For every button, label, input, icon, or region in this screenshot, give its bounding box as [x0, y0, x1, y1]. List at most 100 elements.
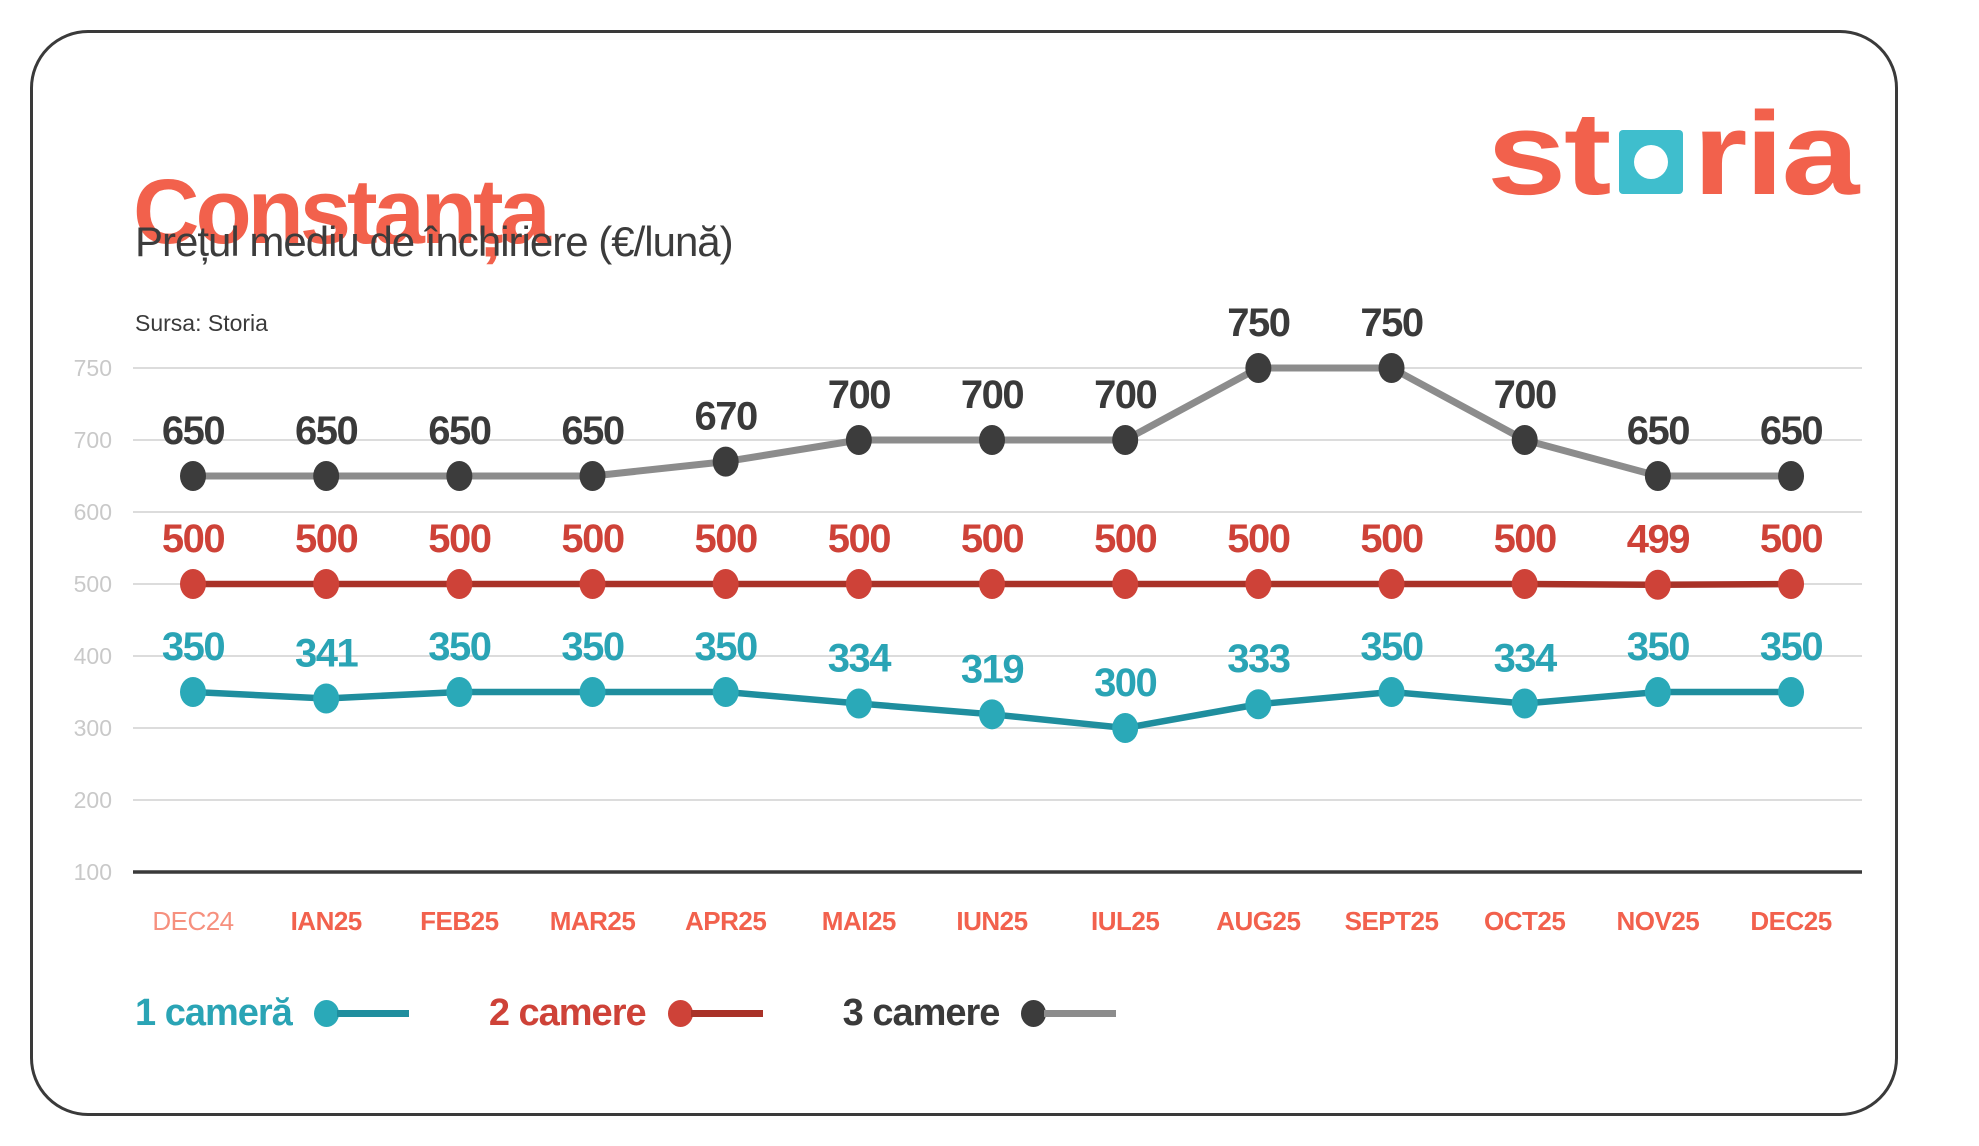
y-tick-label: 200 — [74, 787, 112, 813]
x-tick-label: DEC24 — [152, 906, 233, 936]
data-point-2-camere — [1511, 569, 1538, 599]
value-label-1-camera: 350 — [695, 625, 757, 669]
x-tick-label: IUN25 — [956, 906, 1027, 936]
value-label-1-camera: 333 — [1227, 637, 1289, 681]
x-tick-label: IUL25 — [1091, 906, 1159, 936]
legend-line-icon — [336, 1010, 409, 1017]
value-label-2-camere: 500 — [1494, 517, 1556, 561]
data-point-1-camera — [1112, 713, 1139, 743]
x-tick-label: SEPT25 — [1345, 906, 1439, 936]
value-label-1-camera: 350 — [162, 625, 224, 669]
data-point-1-camera — [446, 677, 473, 707]
data-point-2-camere — [845, 569, 872, 599]
logo-o-dot-icon — [1634, 145, 1668, 179]
data-point-3-camere — [1378, 353, 1405, 383]
value-label-3-camere: 750 — [1227, 301, 1289, 345]
legend-item-2-camere: 2 camere — [489, 992, 763, 1035]
x-tick-label: NOV25 — [1616, 906, 1699, 936]
data-point-3-camere — [579, 461, 606, 491]
data-point-3-camere — [1778, 461, 1805, 491]
data-point-3-camere — [845, 425, 872, 455]
data-point-2-camere — [712, 569, 739, 599]
legend-line-icon — [1044, 1010, 1117, 1017]
value-label-1-camera: 350 — [428, 625, 490, 669]
y-tick-label: 500 — [74, 571, 112, 597]
data-point-1-camera — [979, 699, 1006, 730]
y-tick-label: 750 — [74, 355, 112, 381]
data-point-3-camere — [979, 425, 1006, 455]
data-point-2-camere — [1778, 569, 1805, 599]
data-point-3-camere — [180, 461, 206, 491]
value-label-3-camere: 650 — [561, 409, 623, 453]
value-label-1-camera: 341 — [295, 631, 358, 675]
data-point-2-camere — [1245, 569, 1272, 599]
source-label: Sursa: Storia — [135, 310, 268, 336]
value-label-3-camere: 650 — [162, 409, 224, 453]
data-point-3-camere — [712, 446, 739, 477]
data-point-3-camere — [1644, 461, 1671, 491]
value-label-3-camere: 650 — [428, 409, 490, 453]
data-point-1-camera — [1778, 677, 1805, 707]
page-title: Constanța — [133, 160, 551, 263]
value-label-3-camere: 650 — [1627, 409, 1689, 453]
data-point-2-camere — [1112, 569, 1139, 599]
data-point-2-camere — [579, 569, 606, 599]
storia-logo-graphic: st ria — [1487, 88, 1863, 220]
value-label-3-camere: 750 — [1360, 301, 1422, 345]
value-label-3-camere: 670 — [695, 395, 757, 439]
data-point-1-camera — [313, 683, 340, 714]
x-tick-label: FEB25 — [420, 906, 498, 936]
value-label-3-camere: 650 — [1760, 409, 1822, 453]
data-point-1-camera — [579, 677, 606, 707]
value-label-2-camere: 500 — [1227, 517, 1289, 561]
infographic-card — [30, 30, 1898, 1116]
legend-marker-icon-1-camera — [313, 1000, 409, 1027]
value-label-2-camere: 499 — [1627, 518, 1689, 562]
value-label-1-camera: 350 — [561, 625, 623, 669]
value-label-2-camere: 500 — [1360, 517, 1422, 561]
data-point-1-camera — [1644, 677, 1671, 707]
value-label-3-camere: 700 — [961, 373, 1023, 417]
value-label-1-camera: 334 — [828, 637, 892, 681]
storia-logo: st ria — [1487, 76, 1863, 220]
value-label-3-camere: 700 — [1094, 373, 1156, 417]
legend-dot-icon — [1021, 1000, 1047, 1027]
data-point-2-camere — [979, 569, 1006, 599]
data-point-1-camera — [180, 677, 206, 707]
y-tick-label: 700 — [74, 427, 112, 453]
chart-legend: 1 cameră 2 camere 3 camere — [135, 992, 1117, 1035]
value-label-2-camere: 500 — [1760, 517, 1822, 561]
value-label-1-camera: 319 — [961, 647, 1023, 691]
legend-label-1-camera: 1 cameră — [135, 992, 293, 1034]
x-tick-label: MAR25 — [550, 906, 636, 936]
data-point-3-camere — [1112, 425, 1139, 455]
value-label-2-camere: 500 — [961, 517, 1023, 561]
x-tick-label: AUG25 — [1216, 906, 1300, 936]
data-point-2-camere — [313, 569, 340, 599]
data-point-1-camera — [712, 677, 739, 707]
value-label-1-camera: 334 — [1494, 637, 1558, 681]
logo-text-st: st — [1487, 88, 1610, 206]
legend-marker-icon-2-camere — [667, 1000, 763, 1027]
data-point-1-camera — [1378, 677, 1405, 707]
chart-subtitle: Prețul mediu de închiriere (€/lună) — [135, 218, 734, 265]
data-point-3-camere — [313, 461, 340, 491]
data-point-2-camere — [1378, 569, 1405, 599]
data-point-3-camere — [1511, 425, 1538, 455]
logo-text-ria: ria — [1693, 88, 1861, 206]
value-label-1-camera: 350 — [1360, 625, 1422, 669]
data-point-1-camera — [1245, 689, 1272, 720]
legend-dot-icon — [667, 1000, 693, 1027]
legend-label-3-camere: 3 camere — [842, 992, 1001, 1034]
value-label-2-camere: 500 — [828, 517, 890, 561]
value-label-1-camera: 300 — [1094, 661, 1156, 705]
x-tick-label: APR25 — [685, 906, 766, 936]
legend-label-2-camere: 2 camere — [488, 992, 647, 1034]
value-label-2-camere: 500 — [1094, 517, 1156, 561]
data-point-2-camere — [180, 569, 206, 599]
data-point-3-camere — [1245, 353, 1272, 383]
value-label-2-camere: 500 — [695, 517, 757, 561]
data-point-3-camere — [446, 461, 473, 491]
data-point-1-camera — [1511, 688, 1538, 719]
